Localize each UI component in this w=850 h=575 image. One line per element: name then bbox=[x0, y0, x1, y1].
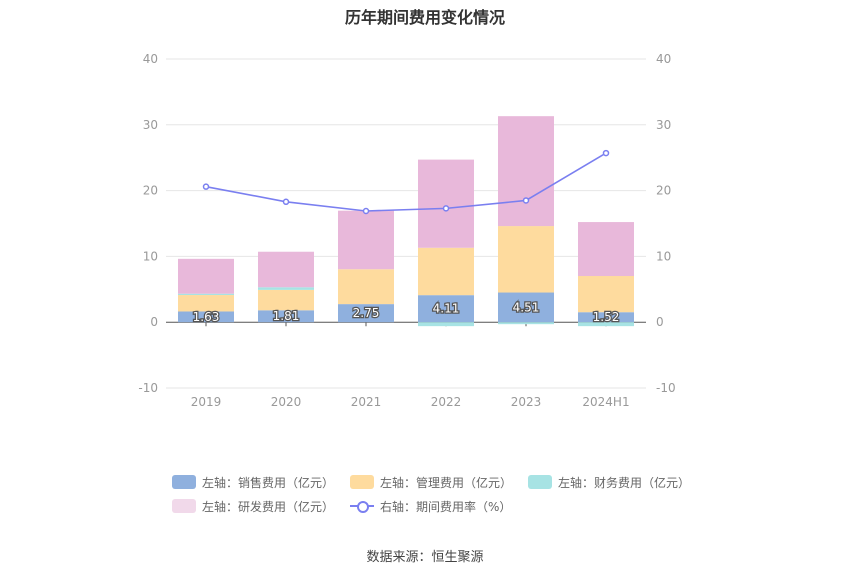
bar-admin-2022 bbox=[418, 247, 474, 296]
bar-admin-2024H1 bbox=[578, 276, 634, 313]
legend-line-marker-icon bbox=[350, 499, 375, 513]
bar-finance-2022 bbox=[418, 322, 474, 327]
rate-point-2023 bbox=[522, 197, 530, 204]
x-tick-label: 2021 bbox=[351, 395, 382, 409]
legend-item-rate[interactable]: 右轴：期间费用率（%） bbox=[350, 498, 511, 515]
bar-sales-2021 bbox=[338, 304, 394, 323]
bar-sales-2023 bbox=[498, 292, 554, 323]
legend-label: 左轴：管理费用（亿元） bbox=[380, 475, 513, 490]
right-tick-label: 10 bbox=[656, 249, 671, 263]
left-tick-label: -10 bbox=[138, 381, 158, 395]
data-label-sales: 2.75 bbox=[353, 306, 380, 320]
left-tick-label: 0 bbox=[150, 315, 158, 329]
bar-sales-2024H1 bbox=[578, 312, 634, 323]
rate-series-line bbox=[205, 152, 607, 212]
chart-svg: -10 0 10 20 30 40 -10 0 10 20 30 40 2019 2020 2021 2022… bbox=[138, 52, 676, 409]
legend-swatch-sales bbox=[172, 475, 196, 489]
data-label-sales: 4.11 bbox=[433, 302, 460, 316]
legend-label: 左轴：研发费用（亿元） bbox=[202, 499, 335, 514]
rate-point-2021 bbox=[362, 207, 370, 215]
x-tick-label: 2022 bbox=[431, 395, 462, 409]
legend-label: 左轴：销售费用（亿元） bbox=[202, 475, 335, 490]
data-label-sales: 1.52 bbox=[593, 310, 620, 324]
x-tick-label: 2019 bbox=[191, 395, 222, 409]
legend-label: 左轴：财务费用（亿元） bbox=[558, 475, 691, 490]
bar-admin-2023 bbox=[498, 226, 554, 293]
bar-rd-2022 bbox=[418, 159, 474, 248]
bar-admin-2020 bbox=[258, 289, 314, 311]
left-tick-label: 20 bbox=[143, 184, 158, 198]
right-tick-label: 30 bbox=[656, 118, 671, 132]
right-tick-label: 0 bbox=[656, 315, 664, 329]
bar-admin-2021 bbox=[338, 269, 394, 305]
bar-finance-2020 bbox=[258, 287, 314, 290]
bar-sales-2020 bbox=[258, 310, 314, 323]
legend-item-rd[interactable]: 左轴：研发费用（亿元） bbox=[172, 498, 334, 515]
bar-rd-2021 bbox=[338, 210, 394, 270]
rate-point-2022 bbox=[442, 205, 450, 212]
legend: 左轴：销售费用（亿元） 左轴：管理费用（亿元） 左轴：财务费用（亿元） 左轴：研… bbox=[172, 470, 732, 518]
right-tick-label: -10 bbox=[656, 381, 676, 395]
rate-point-2020 bbox=[282, 198, 290, 206]
bar-rd-2023 bbox=[498, 116, 554, 227]
x-tick-label: 2020 bbox=[271, 395, 302, 409]
bar-rd-2020 bbox=[258, 251, 314, 288]
x-tick-label: 2023 bbox=[511, 395, 542, 409]
legend-item-finance[interactable]: 左轴：财务费用（亿元） bbox=[528, 474, 690, 491]
data-label-sales: 4.51 bbox=[513, 300, 540, 314]
legend-swatch-admin bbox=[350, 475, 375, 489]
bar-rd-2019 bbox=[178, 258, 234, 294]
legend-item-admin[interactable]: 左轴：管理费用（亿元） bbox=[350, 474, 512, 491]
bar-finance-2023 bbox=[498, 322, 554, 325]
right-tick-label: 40 bbox=[656, 52, 671, 66]
left-tick-label: 10 bbox=[143, 249, 158, 263]
bar-finance-2024H1 bbox=[578, 322, 634, 327]
bar-rd-2024H1 bbox=[578, 222, 634, 277]
bar-sales-2022 bbox=[418, 295, 474, 323]
chart-title: 历年期间费用变化情况 bbox=[344, 8, 505, 27]
rate-point-2024H1 bbox=[602, 149, 610, 157]
legend-item-sales[interactable]: 左轴：销售费用（亿元） bbox=[172, 474, 334, 491]
legend-label: 右轴：期间费用率（%） bbox=[380, 499, 512, 514]
legend-swatch-finance bbox=[528, 475, 553, 489]
bar-sales-2019 bbox=[178, 311, 234, 323]
data-label-sales: 1.81 bbox=[273, 309, 300, 323]
source-note: 数据来源：恒生聚源 bbox=[366, 550, 484, 565]
bar-admin-2019 bbox=[178, 295, 234, 312]
data-label-sales: 1.63 bbox=[193, 310, 220, 324]
x-tick-label: 2024H1 bbox=[582, 395, 629, 409]
left-tick-label: 40 bbox=[143, 52, 158, 66]
bar-finance-2019 bbox=[178, 293, 234, 296]
rate-point-2019 bbox=[202, 183, 210, 190]
legend-swatch-rd bbox=[172, 499, 196, 513]
right-tick-label: 20 bbox=[656, 184, 671, 198]
left-tick-label: 30 bbox=[143, 118, 158, 132]
